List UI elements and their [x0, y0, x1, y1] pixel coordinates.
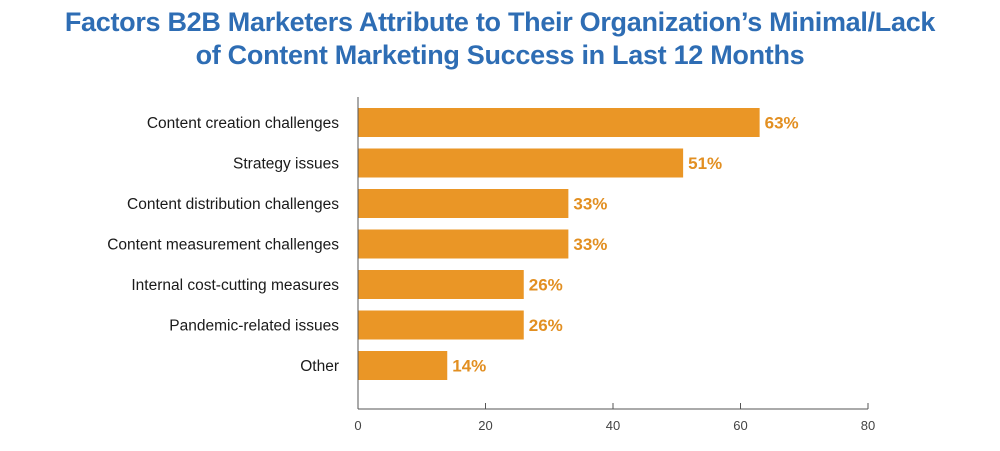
- data-label: 33%: [573, 195, 607, 214]
- bar: [358, 189, 569, 218]
- data-label: 51%: [688, 154, 722, 173]
- data-label: 33%: [573, 235, 607, 254]
- category-label: Strategy issues: [233, 156, 339, 173]
- x-tick-label: 40: [606, 418, 620, 433]
- bar: [358, 229, 569, 259]
- data-label: 63%: [765, 114, 799, 133]
- bar: [358, 310, 524, 340]
- category-label: Other: [300, 358, 339, 375]
- x-tick-label: 60: [733, 418, 747, 433]
- bars-group: Content creation challenges 63% Strategy i…: [107, 108, 799, 380]
- data-label: 26%: [529, 276, 563, 295]
- bar: [358, 270, 524, 299]
- chart-title: Factors B2B Marketers Attribute to Their…: [0, 6, 1000, 72]
- bar: [358, 351, 448, 380]
- category-label: Content creation challenges: [147, 115, 339, 132]
- category-label: Content measurement challenges: [107, 237, 339, 254]
- chart-title-line-2: of Content Marketing Success in Last 12 …: [195, 40, 805, 70]
- x-tick-label: 0: [354, 418, 361, 433]
- bar: [358, 108, 760, 137]
- x-tick-label: 80: [861, 418, 875, 433]
- data-label: 26%: [529, 316, 563, 335]
- data-label: 14%: [452, 357, 486, 376]
- category-label: Pandemic-related issues: [169, 318, 339, 335]
- bar: [358, 148, 684, 178]
- axes-group: 0 20 40 60 80: [354, 97, 875, 433]
- category-label: Content distribution challenges: [127, 196, 339, 213]
- x-tick-label: 20: [478, 418, 492, 433]
- chart-title-line-1: Factors B2B Marketers Attribute to Their…: [64, 7, 936, 37]
- category-label: Internal cost-cutting measures: [131, 277, 339, 294]
